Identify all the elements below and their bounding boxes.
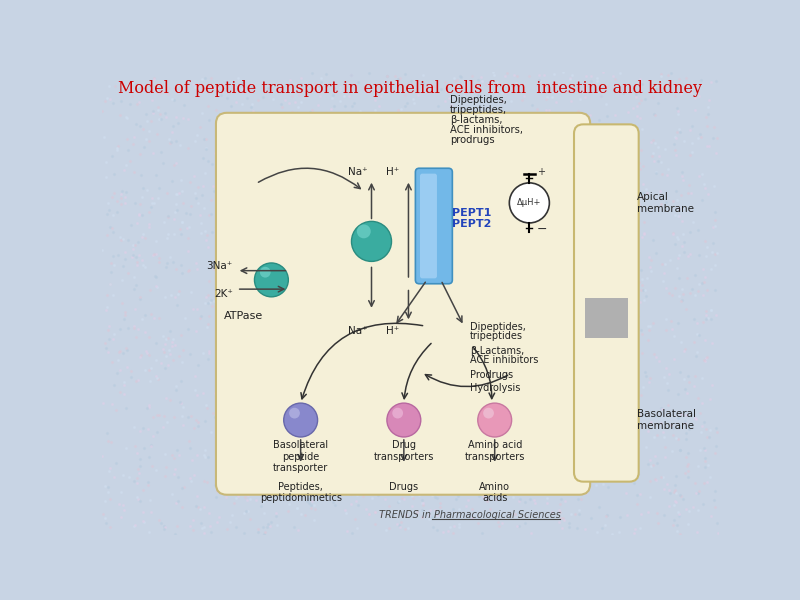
Text: Na⁺: Na⁺ <box>348 326 367 336</box>
Bar <box>585 298 628 338</box>
Text: β-Lactams,: β-Lactams, <box>470 346 524 356</box>
Circle shape <box>478 403 512 437</box>
Text: β-lactams,: β-lactams, <box>450 115 502 125</box>
Text: Basolateral
peptide
transporter: Basolateral peptide transporter <box>273 440 328 473</box>
Text: Amino
acids: Amino acids <box>479 482 510 503</box>
FancyBboxPatch shape <box>216 113 590 495</box>
Circle shape <box>260 267 270 278</box>
Circle shape <box>254 263 288 297</box>
Text: Dipeptides,: Dipeptides, <box>470 322 526 332</box>
Circle shape <box>289 408 300 419</box>
Text: ATPase: ATPase <box>224 311 263 320</box>
Text: Model of peptide transport in epithelial cells from  intestine and kidney: Model of peptide transport in epithelial… <box>118 80 702 97</box>
Text: Amino acid
transporters: Amino acid transporters <box>465 440 525 461</box>
Text: Dipeptides,: Dipeptides, <box>450 95 507 105</box>
Text: H⁺: H⁺ <box>386 326 400 336</box>
Text: Na⁺: Na⁺ <box>348 167 367 177</box>
Text: Apical
membrane: Apical membrane <box>637 192 694 214</box>
FancyBboxPatch shape <box>574 124 638 482</box>
Text: TRENDS in Pharmacological Sciences: TRENDS in Pharmacological Sciences <box>379 510 561 520</box>
Circle shape <box>351 221 391 262</box>
Text: Drugs: Drugs <box>390 482 418 491</box>
Text: prodrugs: prodrugs <box>450 135 494 145</box>
Text: H⁺: H⁺ <box>386 167 400 177</box>
Circle shape <box>284 403 318 437</box>
Text: 2K⁺: 2K⁺ <box>214 289 233 299</box>
Text: tripeptides,: tripeptides, <box>450 105 507 115</box>
Circle shape <box>392 408 403 419</box>
Text: ACE inhibitors,: ACE inhibitors, <box>450 125 523 135</box>
Circle shape <box>483 408 494 419</box>
Text: Prodrugs: Prodrugs <box>470 370 513 380</box>
Text: Drug
transporters: Drug transporters <box>374 440 434 461</box>
Text: PEPT1
PEPT2: PEPT1 PEPT2 <box>452 208 492 229</box>
Text: Peptides,
peptidomimetics: Peptides, peptidomimetics <box>260 482 342 503</box>
Text: ΔμH+: ΔμH+ <box>517 199 542 208</box>
FancyBboxPatch shape <box>420 173 437 278</box>
Text: Hydrolysis: Hydrolysis <box>470 383 521 393</box>
Text: −: − <box>537 223 547 236</box>
Text: tripeptides: tripeptides <box>470 331 523 341</box>
Circle shape <box>387 403 421 437</box>
Text: +: + <box>537 167 545 177</box>
FancyBboxPatch shape <box>415 168 452 284</box>
Circle shape <box>510 183 550 223</box>
Text: 3Na⁺: 3Na⁺ <box>206 261 233 271</box>
Circle shape <box>357 224 370 238</box>
Text: Basolateral
membrane: Basolateral membrane <box>637 409 696 431</box>
Text: ACE inhibitors: ACE inhibitors <box>470 355 538 365</box>
